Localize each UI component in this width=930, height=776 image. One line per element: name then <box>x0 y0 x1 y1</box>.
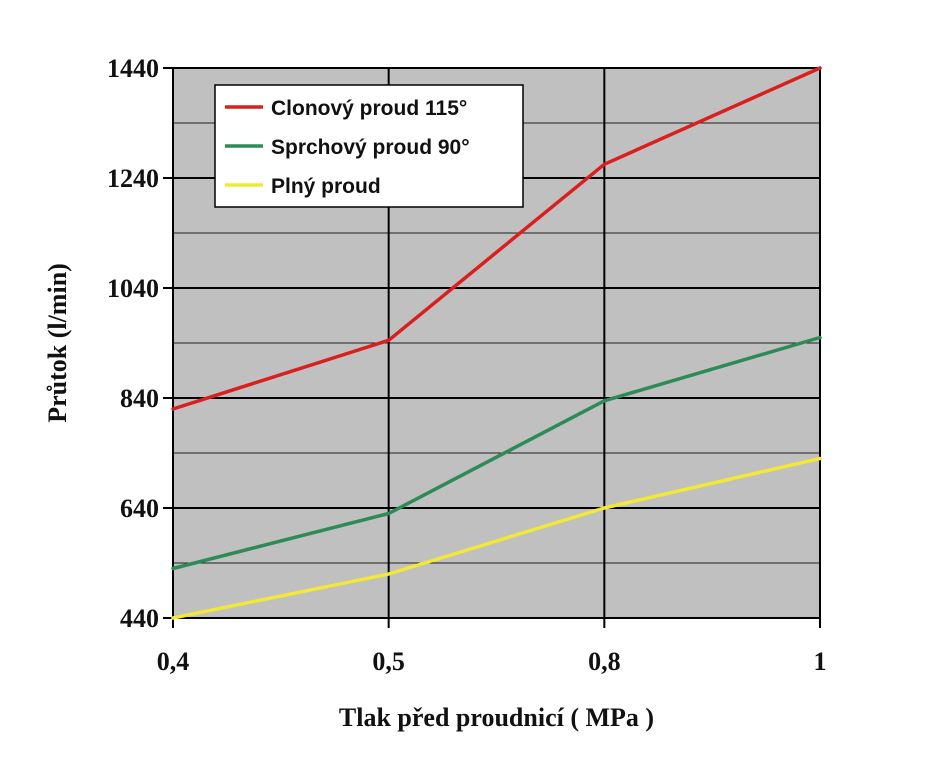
y-tick-label: 1240 <box>107 164 159 193</box>
x-tick-label: 0,5 <box>372 647 405 676</box>
y-tick-labels: 440 640 840 1040 1240 1440 <box>107 54 159 633</box>
x-tick-label: 1 <box>814 647 827 676</box>
y-tick-label: 640 <box>120 494 159 523</box>
legend-box <box>214 84 524 208</box>
series-line-3 <box>171 456 822 620</box>
y-tick-label: 840 <box>120 384 159 413</box>
axes <box>163 67 821 628</box>
y-axis-title: Průtok (l/min) <box>43 263 72 423</box>
x-tick-labels: 0,4 0,5 0,8 1 <box>157 647 827 676</box>
series-line-1 <box>171 66 822 411</box>
legend-label-2: Sprchový proud 90° <box>271 136 470 159</box>
y-tick-label: 440 <box>120 604 159 633</box>
legend-label-1: Clonový proud 115° <box>271 97 467 120</box>
legend-label-3: Plný proud <box>271 175 381 198</box>
series-line-2 <box>171 335 822 571</box>
y-tick-label: 1040 <box>107 274 159 303</box>
x-axis-title: Tlak před proudnicí ( MPa ) <box>339 703 654 732</box>
y-tick-label: 1440 <box>107 54 159 83</box>
x-tick-label: 0,4 <box>157 647 190 676</box>
legend: Clonový proud 115° Sprchový proud 90° Plný… <box>214 84 524 208</box>
x-tick-label: 0,8 <box>588 647 621 676</box>
series-lines <box>171 66 822 620</box>
